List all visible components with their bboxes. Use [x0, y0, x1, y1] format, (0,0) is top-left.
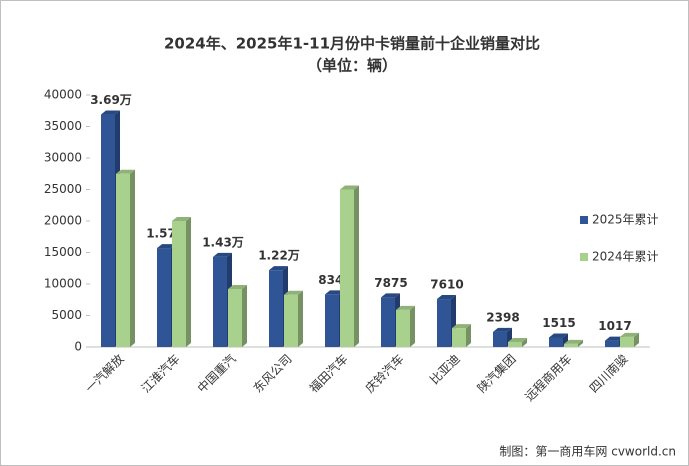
bar	[340, 189, 354, 347]
bar-side	[186, 217, 191, 347]
bar-top	[213, 252, 232, 257]
bar	[396, 309, 410, 347]
bar	[549, 337, 563, 347]
value-label: 1017	[598, 319, 631, 333]
bar	[493, 331, 507, 347]
bar	[213, 256, 227, 347]
value-label: 7610	[430, 278, 463, 292]
bar	[284, 294, 298, 347]
bar-top	[549, 333, 568, 338]
bar-top	[284, 290, 303, 295]
legend-swatch	[580, 216, 588, 224]
y-tick-label: 0	[74, 340, 82, 354]
y-tick-label: 30000	[44, 151, 82, 165]
legend-swatch	[580, 253, 588, 261]
bar-top	[564, 339, 583, 344]
value-label: 1.43万	[202, 235, 244, 249]
legend-label: 2024年累计	[592, 250, 659, 264]
bar-side	[298, 290, 303, 347]
bar-side	[354, 185, 359, 347]
bar-side	[130, 169, 135, 347]
value-label: 1.22万	[258, 249, 300, 263]
bar-side	[242, 285, 247, 347]
value-label: 7875	[374, 276, 407, 290]
bar-side	[466, 324, 471, 347]
bar-top	[620, 332, 639, 337]
bar-top	[396, 305, 415, 310]
value-label: 3.69万	[90, 93, 132, 107]
chart-subtitle: （单位：辆）	[307, 57, 397, 75]
bar-top	[452, 324, 471, 329]
chart-title: 2024年、2025年1-11月份中卡销量前十企业销量对比	[164, 35, 540, 53]
bar	[228, 289, 242, 347]
bar	[508, 341, 522, 347]
bar-top	[116, 169, 135, 174]
bar	[101, 114, 115, 347]
bar-top	[605, 336, 624, 341]
y-tick-label: 20000	[44, 214, 82, 228]
y-tick-label: 25000	[44, 182, 82, 196]
bar-side	[634, 332, 639, 347]
bar-top	[325, 290, 344, 295]
bar-side	[522, 337, 527, 347]
y-tick-label: 40000	[44, 88, 82, 102]
bar	[157, 248, 171, 347]
legend-label: 2025年累计	[592, 213, 659, 227]
bar-top	[101, 110, 120, 115]
bar-top	[437, 295, 456, 300]
bar	[437, 299, 451, 347]
bar	[172, 221, 186, 347]
y-tick-label: 15000	[44, 245, 82, 259]
bar	[116, 173, 130, 347]
bar	[452, 328, 466, 347]
bar-top	[157, 244, 176, 249]
bar-top	[269, 266, 288, 271]
bar	[269, 270, 283, 347]
bar-top	[228, 285, 247, 290]
bar-top	[172, 217, 191, 221]
bar-side	[578, 339, 583, 347]
bar	[325, 294, 339, 347]
value-label: 1515	[542, 316, 575, 330]
bar	[564, 343, 578, 347]
bar-top	[340, 185, 359, 190]
bar-top	[493, 327, 512, 332]
source-note: 制图：第一商用车网 cvworld.cn	[499, 444, 676, 459]
bar-side	[410, 305, 415, 347]
bar	[605, 340, 619, 347]
bar-top	[508, 337, 527, 342]
y-tick-label: 5000	[51, 308, 82, 322]
bar	[381, 297, 395, 347]
value-label: 2398	[486, 310, 519, 324]
y-tick-label: 10000	[44, 277, 82, 291]
bar	[620, 336, 634, 347]
bar-top	[381, 293, 400, 298]
y-tick-label: 35000	[44, 119, 82, 133]
